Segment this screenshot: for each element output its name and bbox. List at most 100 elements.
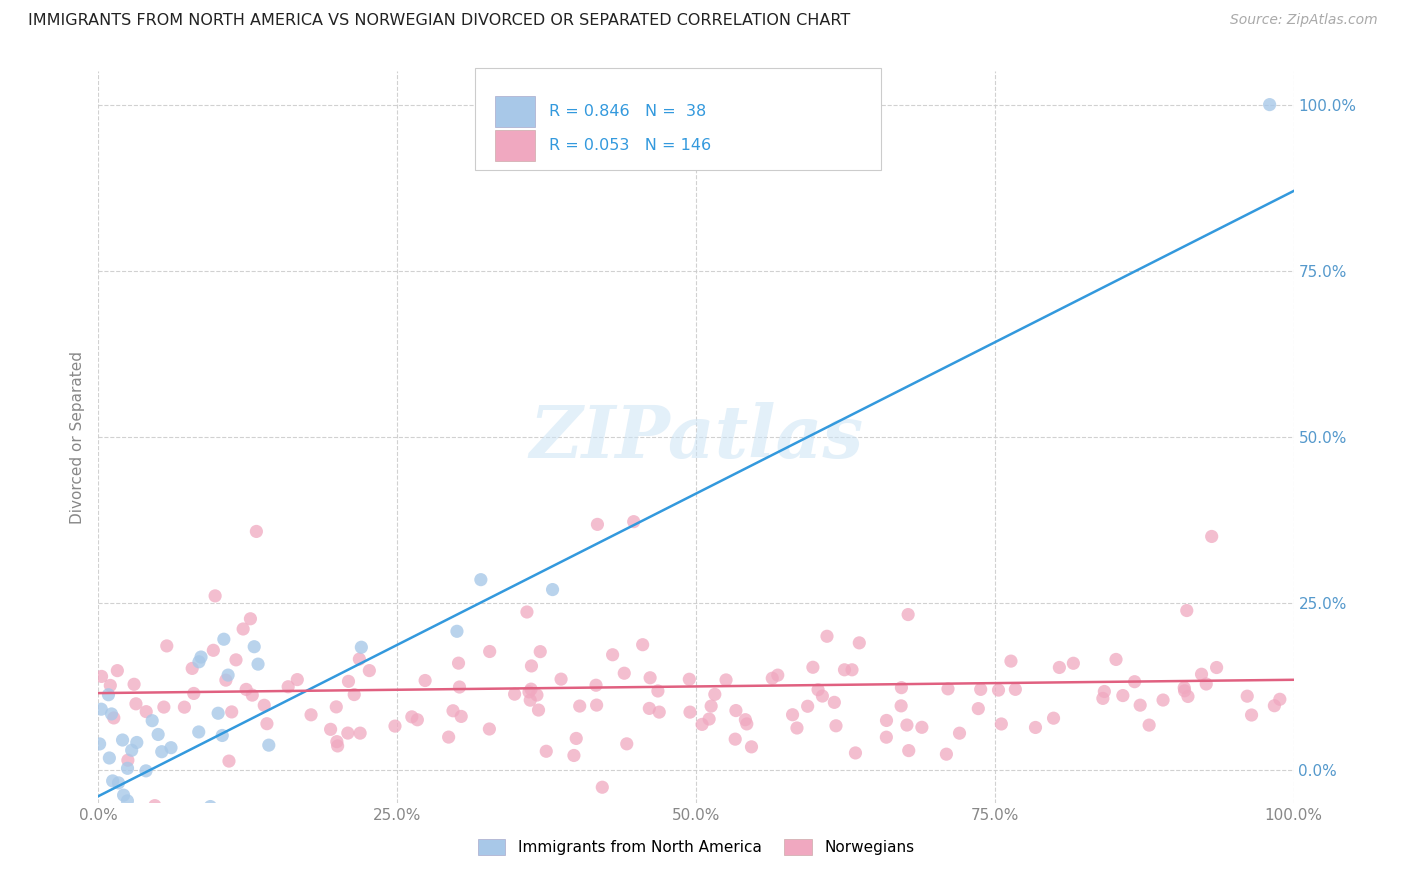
Point xyxy=(1268,692,1291,706)
Point xyxy=(1137,718,1160,732)
Point xyxy=(541,582,564,597)
Point xyxy=(107,776,129,790)
FancyBboxPatch shape xyxy=(475,68,882,170)
Point xyxy=(1004,682,1026,697)
Point xyxy=(807,682,830,697)
Point xyxy=(616,737,638,751)
Point xyxy=(623,515,645,529)
Point xyxy=(112,788,135,802)
Point xyxy=(101,773,124,788)
Point xyxy=(897,743,920,757)
Point xyxy=(89,737,111,751)
Text: IMMIGRANTS FROM NORTH AMERICA VS NORWEGIAN DIVORCED OR SEPARATED CORRELATION CHA: IMMIGRANTS FROM NORTH AMERICA VS NORWEGI… xyxy=(28,13,851,29)
Point xyxy=(437,730,460,744)
Point xyxy=(211,729,233,743)
Point xyxy=(217,668,239,682)
Point xyxy=(218,754,240,768)
Point xyxy=(117,761,139,775)
Point xyxy=(285,673,308,687)
Point xyxy=(520,659,543,673)
Point xyxy=(890,698,912,713)
Point xyxy=(987,683,1010,698)
Point xyxy=(240,688,263,702)
Point xyxy=(478,722,501,736)
Point xyxy=(117,794,139,808)
Point xyxy=(1062,657,1084,671)
Point xyxy=(117,753,139,767)
Point xyxy=(120,812,142,826)
Point xyxy=(349,726,371,740)
Point xyxy=(359,664,381,678)
Point xyxy=(936,681,959,696)
Point xyxy=(449,680,471,694)
Point xyxy=(766,668,789,682)
Point xyxy=(1000,654,1022,668)
Point xyxy=(517,685,540,699)
Point xyxy=(724,732,747,747)
Point xyxy=(911,720,934,734)
Point xyxy=(1258,97,1281,112)
Point xyxy=(1105,652,1128,666)
Point xyxy=(90,702,112,716)
Point xyxy=(562,748,585,763)
Point xyxy=(243,640,266,654)
Point xyxy=(585,678,607,692)
FancyBboxPatch shape xyxy=(495,96,534,127)
Point xyxy=(135,705,157,719)
Point xyxy=(844,746,866,760)
Point xyxy=(325,699,347,714)
FancyBboxPatch shape xyxy=(495,130,534,161)
Point xyxy=(1177,690,1199,704)
Point xyxy=(848,636,870,650)
Point xyxy=(207,706,229,721)
Point xyxy=(638,701,661,715)
Point xyxy=(215,673,238,688)
Point xyxy=(401,710,423,724)
Point xyxy=(204,589,226,603)
Point xyxy=(1174,683,1197,698)
Point xyxy=(446,624,468,639)
Point xyxy=(319,723,342,737)
Point xyxy=(125,735,148,749)
Point xyxy=(90,815,112,830)
Point xyxy=(1201,529,1223,543)
Point xyxy=(1191,667,1213,681)
Point xyxy=(602,648,624,662)
Point xyxy=(1092,684,1115,698)
Point xyxy=(935,747,957,761)
Point xyxy=(520,682,543,697)
Point xyxy=(141,714,163,728)
Point xyxy=(786,721,808,735)
Point xyxy=(585,698,607,712)
Point xyxy=(761,671,783,685)
Point xyxy=(413,673,436,688)
Point xyxy=(343,688,366,702)
Point xyxy=(970,682,993,697)
Point xyxy=(647,684,669,698)
Point xyxy=(202,643,225,657)
Point xyxy=(1042,711,1064,725)
Point xyxy=(190,650,212,665)
Point xyxy=(155,808,177,822)
Point xyxy=(1129,698,1152,713)
Point xyxy=(232,622,254,636)
Point xyxy=(253,698,276,713)
Point xyxy=(536,744,558,758)
Point xyxy=(896,718,918,732)
Text: R = 0.846   N =  38: R = 0.846 N = 38 xyxy=(548,103,706,119)
Point xyxy=(703,687,725,701)
Point xyxy=(697,712,720,726)
Point xyxy=(337,674,360,689)
Point xyxy=(811,689,834,703)
Point xyxy=(256,716,278,731)
Y-axis label: Divorced or Separated: Divorced or Separated xyxy=(69,351,84,524)
Point xyxy=(384,719,406,733)
Point xyxy=(631,638,654,652)
Point xyxy=(122,677,145,691)
Point xyxy=(143,798,166,813)
Point xyxy=(247,657,270,672)
Point xyxy=(1091,691,1114,706)
Point xyxy=(103,711,125,725)
Point xyxy=(529,645,551,659)
Point xyxy=(875,730,897,744)
